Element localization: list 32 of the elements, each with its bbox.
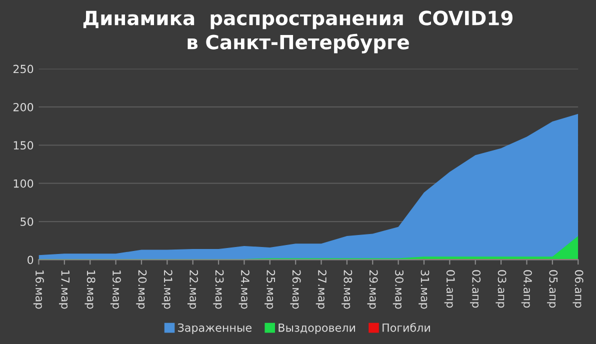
x-tick-label: 02.апр xyxy=(470,270,481,308)
x-tick-label: 26.мар xyxy=(290,270,301,309)
x-tick-label: 04.апр xyxy=(521,270,532,308)
x-tick-label: 29.мар xyxy=(367,270,378,309)
y-tick-label: 100 xyxy=(14,179,34,188)
x-tick-label: 25.мар xyxy=(264,270,276,309)
x-tick-label: 18.мар xyxy=(84,270,96,309)
x-tick-label: 03.апр xyxy=(496,270,506,308)
y-tick-label: 150 xyxy=(14,141,34,150)
x-tick-label: 06.апр xyxy=(572,270,584,308)
x-tick-label: 30.мар xyxy=(392,270,404,309)
legend-label: Выздоровели xyxy=(278,324,355,334)
y-tick-label: 0 xyxy=(28,256,34,264)
y-tick-label: 200 xyxy=(13,102,34,112)
chart-title: Динамика распространения COVID19 в Санкт-Петербурге xyxy=(83,10,512,54)
x-tick-label: 22.мар xyxy=(187,270,198,309)
x-tick-label: 31.мар xyxy=(418,270,430,309)
x-tick-label: 01.апр xyxy=(444,270,455,308)
x-tick-label: 27.мар xyxy=(316,270,326,309)
legend-label: Зараженные xyxy=(178,323,252,334)
x-tick-label: 23.мар xyxy=(213,270,224,309)
y-tick-label: 50 xyxy=(20,218,34,226)
x-tick-label: 28.мар xyxy=(342,270,352,309)
x-tick-label: 19.мар xyxy=(110,270,121,309)
x-tick-label: 24.мар xyxy=(238,270,250,309)
y-tick-label: 250 xyxy=(13,64,34,74)
x-tick-label: 20.мар xyxy=(136,270,147,309)
x-tick-label: 05.апр xyxy=(547,270,558,308)
legend-label: Погибли xyxy=(382,323,430,332)
x-tick-label: 21.мар xyxy=(162,270,172,309)
x-tick-label: 16.мар xyxy=(33,270,44,309)
x-tick-label: 17.мар xyxy=(59,270,70,309)
